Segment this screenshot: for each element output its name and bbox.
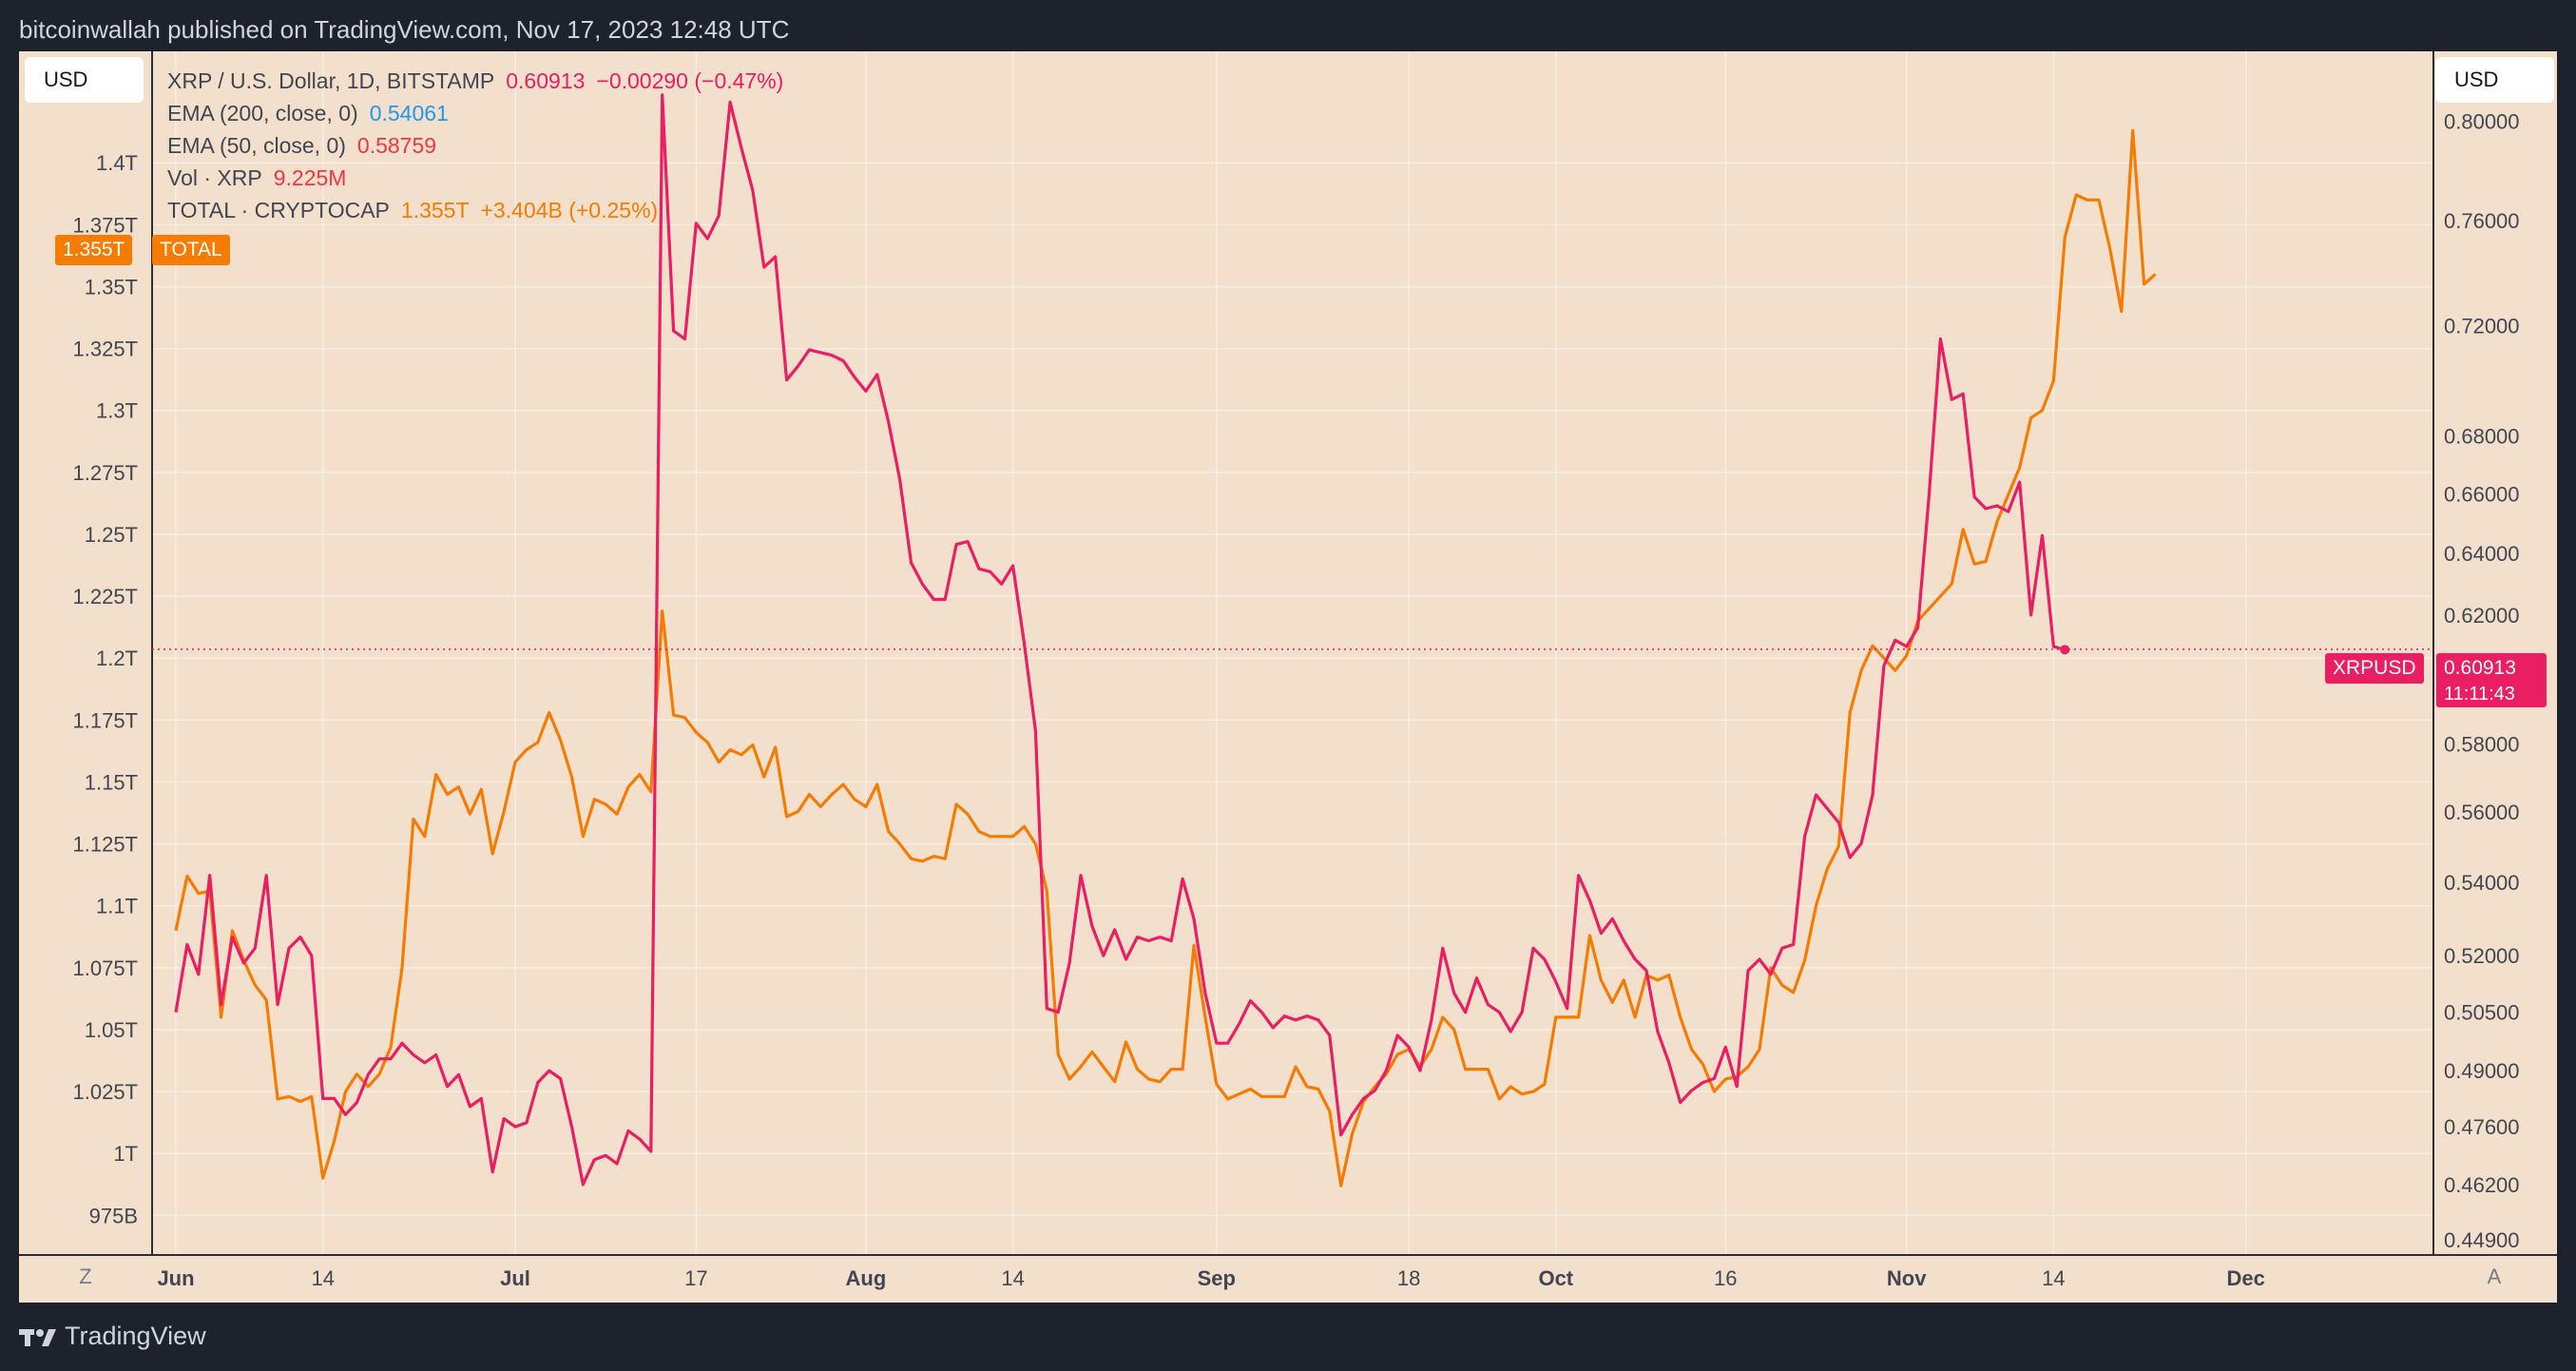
left-tick-label: 1.05T bbox=[85, 1018, 138, 1042]
right-tick-label: 0.58000 bbox=[2444, 733, 2520, 757]
left-tick-label: 1.125T bbox=[73, 833, 139, 857]
legend-symbol-change: −0.00290 (−0.47%) bbox=[596, 68, 784, 93]
chart-svg[interactable]: 975B 1T 1.025T 1.05T 1.075T 1.1T 1.125T 1.15T 1.… bbox=[19, 51, 2557, 1303]
left-tick-label: 1.075T bbox=[73, 956, 139, 980]
tradingview-logo-icon bbox=[19, 1328, 56, 1346]
right-tick-label: 0.54000 bbox=[2444, 871, 2520, 895]
right-tick-label: 0.47600 bbox=[2444, 1115, 2520, 1139]
x-tick-label: 14 bbox=[2042, 1266, 2065, 1290]
left-tick-label: 1.1T bbox=[96, 895, 138, 918]
legend-row-volume[interactable]: Vol · XRP 9.225M bbox=[167, 162, 783, 194]
plot-background bbox=[19, 51, 2557, 1303]
left-tick-label: 1.35T bbox=[85, 275, 138, 299]
right-tick-label: 0.68000 bbox=[2444, 425, 2520, 449]
legend-ema200-label: EMA (200, close, 0) bbox=[167, 101, 358, 126]
legend-row-symbol[interactable]: XRP / U.S. Dollar, 1D, BITSTAMP 0.60913 −0… bbox=[167, 65, 783, 97]
left-tick-label: 1.4T bbox=[96, 151, 138, 175]
legend-row-ema50[interactable]: EMA (50, close, 0) 0.58759 bbox=[167, 129, 783, 162]
axes: 975B 1T 1.025T 1.05T 1.075T 1.1T 1.125T 1.15T 1.… bbox=[19, 51, 2557, 1290]
legend-ema50-label: EMA (50, close, 0) bbox=[167, 133, 346, 158]
left-tick-label: 1T bbox=[113, 1142, 138, 1166]
total-cryptocap-line bbox=[174, 128, 2157, 1188]
left-tick-label: 1.025T bbox=[73, 1080, 139, 1104]
xrp-price-badge: 0.60913 bbox=[2436, 653, 2547, 684]
x-tick-label: 14 bbox=[311, 1266, 334, 1290]
publisher-header: bitcoinwallah published on TradingView.c… bbox=[19, 15, 790, 44]
right-tick-label: 0.66000 bbox=[2444, 483, 2520, 507]
right-tick-label: 0.72000 bbox=[2444, 314, 2520, 338]
left-tick-label: 1.375T bbox=[73, 213, 139, 237]
total-value-badge: 1.355T bbox=[55, 235, 133, 265]
right-tick-label: 0.80000 bbox=[2444, 110, 2520, 134]
legend-volume-label: Vol · XRP bbox=[167, 165, 262, 190]
legend-total-label: TOTAL · CRYPTOCAP bbox=[167, 198, 390, 222]
xrp-countdown-badge: 11:11:43 bbox=[2436, 681, 2547, 707]
legend-ema50-value: 0.58759 bbox=[356, 133, 437, 158]
series-lines bbox=[174, 93, 2157, 1188]
left-tick-label: 1.3T bbox=[96, 399, 138, 423]
legend-ema200-value: 0.54061 bbox=[369, 101, 449, 126]
grid-lines bbox=[152, 51, 2433, 1255]
x-tick-label: 17 bbox=[684, 1266, 707, 1290]
x-tick-label: Dec bbox=[2227, 1266, 2265, 1290]
chart-area[interactable]: 975B 1T 1.025T 1.05T 1.075T 1.1T 1.125T 1.15T 1.… bbox=[19, 51, 2557, 1303]
tradingview-brand[interactable]: TradingView bbox=[19, 1317, 206, 1355]
x-tick-label: Jul bbox=[500, 1266, 530, 1290]
chart-legend: XRP / U.S. Dollar, 1D, BITSTAMP 0.60913 −0… bbox=[167, 65, 783, 226]
x-tick-label: Oct bbox=[1538, 1266, 1573, 1290]
right-tick-label: 0.64000 bbox=[2444, 542, 2520, 566]
left-tick-label: 1.275T bbox=[73, 461, 139, 485]
left-tick-label: 1.25T bbox=[85, 523, 138, 547]
x-tick-label: Sep bbox=[1198, 1266, 1236, 1290]
legend-row-ema200[interactable]: EMA (200, close, 0) 0.54061 bbox=[167, 97, 783, 129]
x-tick-label: Aug bbox=[846, 1266, 887, 1290]
legend-symbol-label: XRP / U.S. Dollar, 1D, BITSTAMP bbox=[167, 68, 495, 93]
markers bbox=[152, 645, 2433, 655]
left-tick-label: 1.2T bbox=[96, 647, 138, 670]
left-tick-label: 1.175T bbox=[73, 708, 139, 732]
x-tick-label: 14 bbox=[1001, 1266, 1024, 1290]
legend-row-total[interactable]: TOTAL · CRYPTOCAP 1.355T +3.404B (+0.25%) bbox=[167, 194, 783, 226]
legend-symbol-price: 0.60913 bbox=[506, 68, 586, 93]
right-tick-label: 0.44900 bbox=[2444, 1228, 2520, 1252]
left-tick-label: 1.325T bbox=[73, 338, 139, 361]
x-tick-label: 18 bbox=[1397, 1266, 1420, 1290]
legend-total-value: 1.355T bbox=[400, 198, 470, 222]
xrp-last-point bbox=[2060, 645, 2070, 655]
left-tick-label: 1.15T bbox=[85, 770, 138, 794]
left-tick-label: 975B bbox=[89, 1204, 138, 1227]
x-tick-label: Jun bbox=[157, 1266, 194, 1290]
tradingview-brand-text: TradingView bbox=[65, 1322, 206, 1350]
left-tick-label: 1.225T bbox=[73, 585, 139, 608]
legend-volume-value: 9.225M bbox=[273, 165, 347, 190]
xrp-name-badge: XRPUSD bbox=[2325, 653, 2424, 684]
right-tick-label: 0.49000 bbox=[2444, 1059, 2520, 1083]
x-tick-label: Nov bbox=[1887, 1266, 1927, 1290]
right-tick-label: 0.56000 bbox=[2444, 801, 2520, 824]
auto-scale-button[interactable]: A bbox=[2487, 1265, 2502, 1288]
legend-total-change: +3.404B (+0.25%) bbox=[480, 198, 659, 222]
right-tick-label: 0.76000 bbox=[2444, 209, 2520, 233]
zoom-button[interactable]: Z bbox=[79, 1265, 92, 1288]
total-name-badge: TOTAL bbox=[152, 235, 230, 265]
right-tick-label: 0.62000 bbox=[2444, 604, 2520, 628]
right-tick-label: 0.46200 bbox=[2444, 1173, 2520, 1197]
right-tick-label: 0.50500 bbox=[2444, 1001, 2520, 1025]
x-tick-label: 16 bbox=[1714, 1266, 1737, 1290]
right-tick-label: 0.52000 bbox=[2444, 944, 2520, 968]
right-scale-button[interactable]: USD bbox=[2435, 57, 2554, 103]
xrpusd-line bbox=[174, 93, 2066, 1187]
left-scale-button[interactable]: USD bbox=[25, 57, 144, 103]
